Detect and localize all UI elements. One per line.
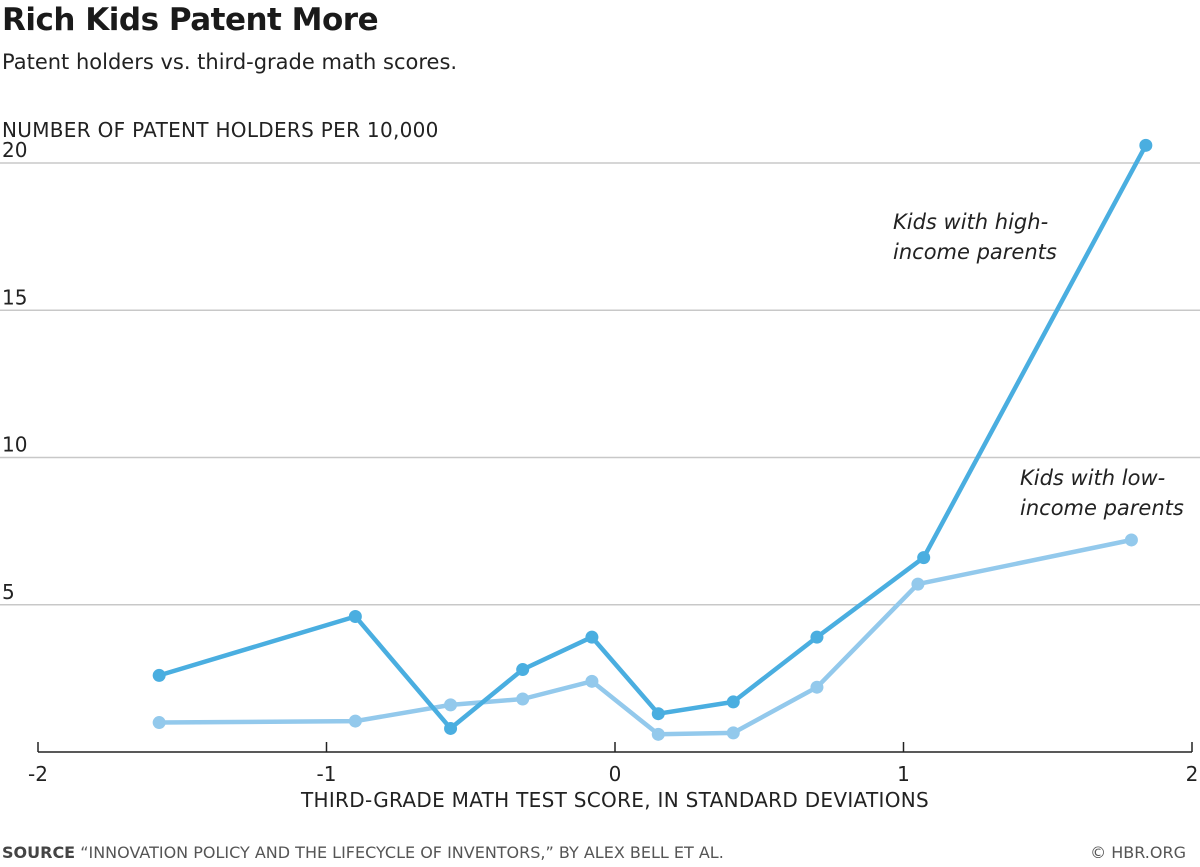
low-income-series-label: income parents bbox=[1020, 496, 1184, 520]
x-tick-label: 1 bbox=[897, 762, 910, 786]
gridlines: 5 10 15 20 bbox=[0, 138, 1200, 606]
low-income-point bbox=[810, 680, 824, 694]
high-income-series-label: Kids with high- bbox=[893, 210, 1048, 234]
high-income-point bbox=[152, 668, 166, 682]
chart-title: Rich Kids Patent More bbox=[2, 2, 379, 38]
low-income-series-label: Kids with low- bbox=[1020, 466, 1165, 490]
y-tick-label: 15 bbox=[2, 285, 27, 309]
low-income-point bbox=[911, 577, 925, 591]
y-axis-label: NUMBER OF PATENT HOLDERS PER 10,000 bbox=[2, 118, 439, 142]
high-income-point bbox=[516, 663, 530, 677]
y-tick-label: 10 bbox=[2, 433, 27, 457]
x-tick-label: 0 bbox=[609, 762, 622, 786]
high-income-point bbox=[585, 630, 599, 644]
low-income-point bbox=[348, 714, 362, 728]
high-income-point bbox=[651, 707, 665, 721]
high-income-point bbox=[1139, 138, 1153, 152]
chart-subtitle: Patent holders vs. third-grade math scor… bbox=[2, 50, 458, 74]
source-footer: SOURCE “INNOVATION POLICY AND THE LIFECY… bbox=[2, 843, 1200, 867]
x-axis-label: THIRD-GRADE MATH TEST SCORE, IN STANDARD… bbox=[301, 788, 929, 812]
low-income-point bbox=[585, 674, 599, 688]
annotations: Kids with high-income parents Kids with l… bbox=[893, 210, 1184, 520]
x-tick-label: -2 bbox=[28, 762, 48, 786]
high-income-point bbox=[444, 721, 458, 735]
source-text: “INNOVATION POLICY AND THE LIFECYCLE OF … bbox=[80, 843, 724, 862]
high-income-point bbox=[810, 630, 824, 644]
series-group bbox=[152, 138, 1153, 741]
low-income-point bbox=[651, 727, 665, 741]
low-income-point bbox=[726, 726, 740, 740]
y-tick-label: 5 bbox=[2, 580, 15, 604]
low-income-series bbox=[152, 533, 1138, 741]
y-tick-label: 20 bbox=[2, 138, 27, 162]
low-income-point bbox=[152, 716, 166, 730]
source-key: SOURCE bbox=[2, 843, 76, 862]
x-tick-label: 2 bbox=[1186, 762, 1199, 786]
low-income-point bbox=[516, 692, 530, 706]
x-tick-label: -1 bbox=[317, 762, 337, 786]
high-income-point bbox=[917, 551, 931, 565]
copyright-credit: © HBR.ORG bbox=[1090, 843, 1186, 862]
low-income-point bbox=[444, 698, 458, 712]
high-income-point bbox=[726, 695, 740, 709]
low-income-point bbox=[1124, 533, 1138, 547]
high-income-series bbox=[152, 138, 1153, 735]
high-income-line bbox=[156, 143, 1149, 731]
low-income-line bbox=[156, 537, 1134, 737]
x-axis: -2 -1 0 1 2 bbox=[28, 742, 1198, 786]
high-income-series-label: income parents bbox=[893, 240, 1057, 264]
high-income-point bbox=[348, 610, 362, 624]
